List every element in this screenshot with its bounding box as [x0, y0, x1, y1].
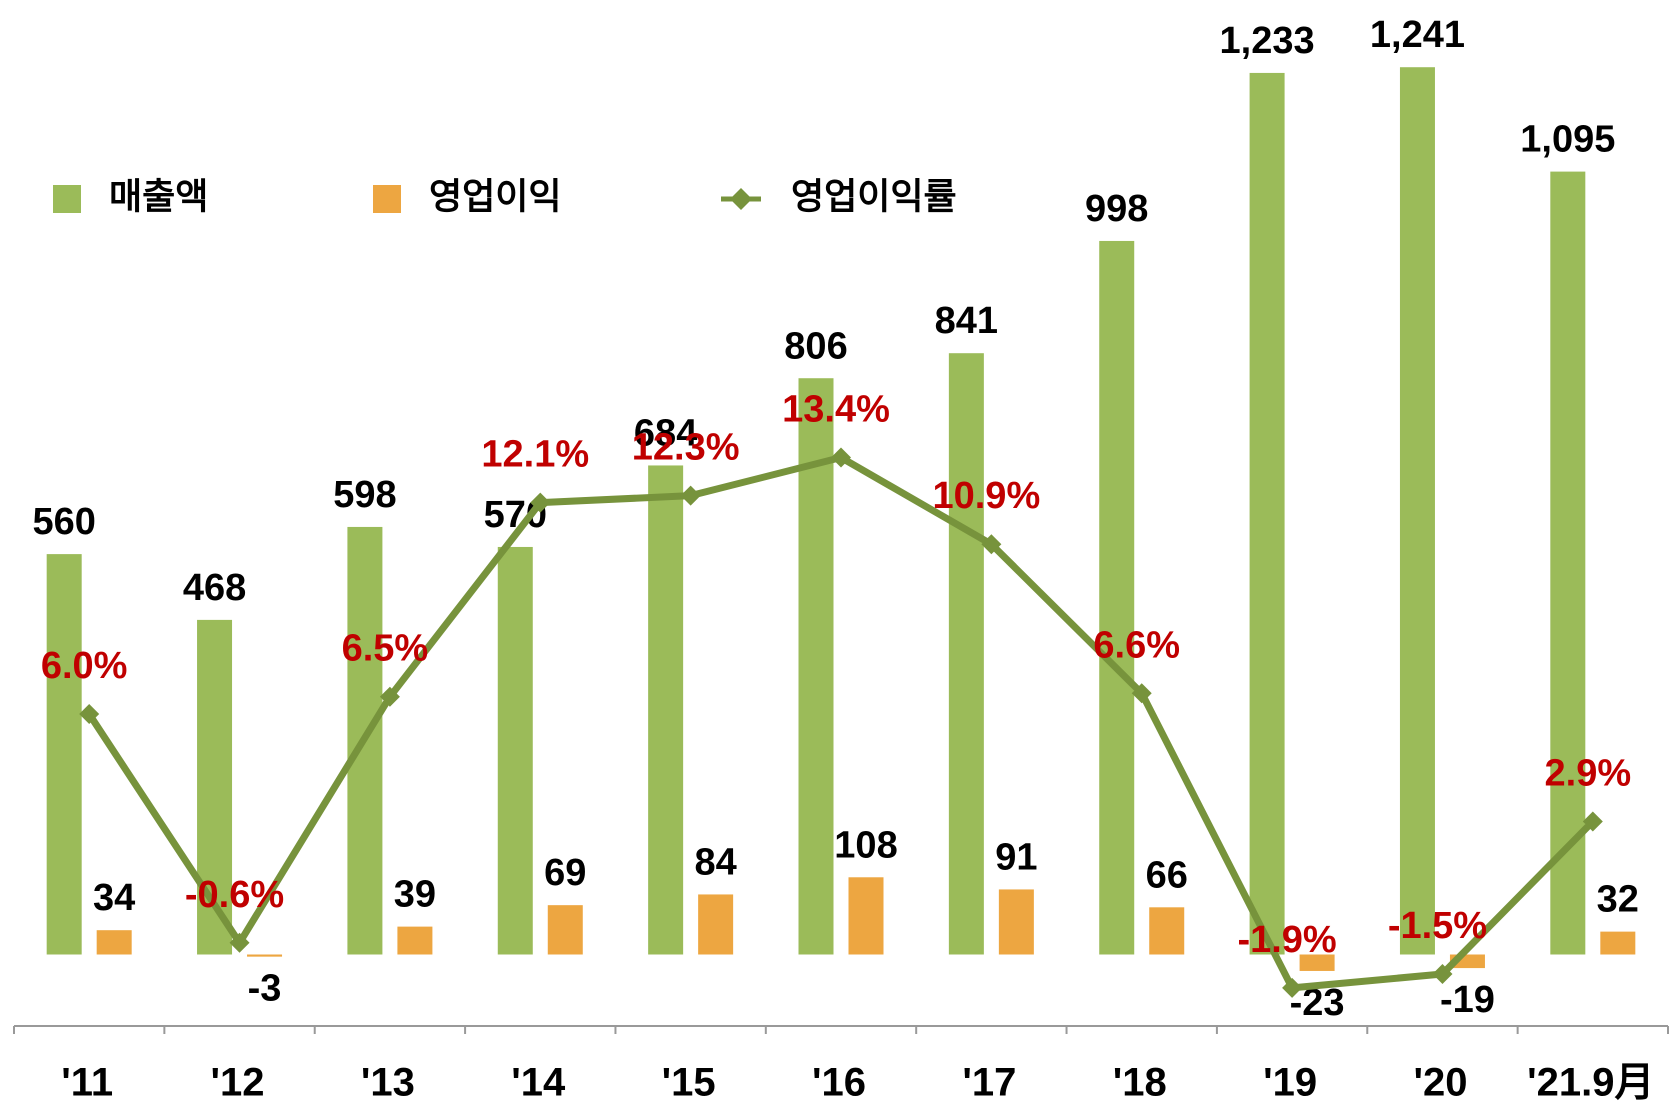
data-label: -19 [1440, 979, 1495, 1021]
line-marker [379, 686, 400, 707]
bar [397, 926, 433, 955]
x-tick-label: '20 [1413, 1061, 1467, 1105]
bar [1550, 171, 1586, 955]
data-label: 108 [834, 824, 897, 866]
legend-marker [730, 188, 752, 210]
data-label: -1.9% [1237, 919, 1336, 961]
x-tick-label: '12 [211, 1061, 265, 1105]
data-label: 6.0% [41, 645, 128, 687]
data-label: -1.5% [1388, 905, 1487, 947]
data-label: 10.9% [932, 475, 1040, 517]
data-label: 66 [1146, 854, 1188, 896]
line-marker [79, 704, 100, 725]
line-marker [530, 492, 551, 513]
x-tick-label: '16 [812, 1061, 866, 1105]
data-label: 598 [333, 474, 396, 516]
x-tick-label: '11 [61, 1061, 113, 1105]
data-label: 2.9% [1545, 753, 1632, 795]
legend-marker [53, 185, 81, 213]
legend-label: 영업이익 [429, 176, 561, 217]
data-label: 1,095 [1520, 119, 1615, 161]
bar [948, 353, 984, 955]
legend-label: 영업이익률 [791, 176, 957, 217]
line [86, 454, 1596, 992]
bar [698, 894, 734, 955]
data-label: 6.5% [342, 628, 429, 670]
data-label: 560 [32, 501, 95, 543]
bar [46, 554, 82, 955]
legend-label: 매출액 [109, 176, 208, 217]
bar [998, 889, 1034, 955]
x-tick-label: '13 [361, 1061, 415, 1105]
data-label: 1,233 [1220, 20, 1315, 62]
x-tick-label: '18 [1113, 1061, 1167, 1105]
data-label: 841 [935, 300, 998, 342]
bar [648, 465, 684, 955]
x-tick-label: '19 [1263, 1061, 1317, 1105]
line-marker [680, 485, 701, 506]
bar [798, 378, 834, 955]
data-label: 32 [1597, 879, 1639, 921]
data-label: 13.4% [782, 389, 890, 431]
bar [1099, 240, 1135, 955]
line-marker [1282, 977, 1303, 998]
line-marker [229, 932, 250, 953]
bar [547, 905, 583, 955]
bar [1249, 72, 1285, 955]
data-label: 39 [394, 874, 436, 916]
x-tick-label: '15 [662, 1061, 716, 1105]
bar [247, 954, 283, 957]
data-label: 806 [784, 325, 847, 367]
x-tick-label: '14 [511, 1061, 566, 1105]
line-marker [1582, 811, 1603, 832]
line-marker [981, 534, 1002, 555]
bar [848, 877, 884, 955]
bar [96, 930, 132, 955]
data-label: 34 [93, 877, 135, 919]
line-marker [831, 447, 851, 468]
x-tick-label: '17 [962, 1061, 1016, 1105]
data-label: 91 [995, 836, 1037, 878]
data-label: 468 [183, 567, 246, 609]
data-label: 6.6% [1093, 624, 1180, 666]
bar [497, 546, 533, 955]
data-label: 12.1% [481, 434, 589, 476]
data-label: -0.6% [185, 874, 284, 916]
legend-marker [373, 185, 401, 213]
data-label: 69 [544, 852, 586, 894]
data-label: 12.3% [632, 427, 740, 469]
data-label: -3 [248, 968, 282, 1010]
data-label: 684 [634, 412, 697, 454]
line-marker [1432, 964, 1453, 985]
x-tick-label: '21.9月 [1527, 1061, 1654, 1105]
data-label: 84 [694, 841, 736, 883]
bar [1600, 931, 1636, 955]
bar [1149, 907, 1185, 955]
data-label: 998 [1085, 188, 1148, 230]
line-marker [1131, 683, 1152, 704]
bar [1299, 954, 1335, 971]
data-label: 1,241 [1370, 14, 1465, 56]
bar [1399, 67, 1435, 955]
